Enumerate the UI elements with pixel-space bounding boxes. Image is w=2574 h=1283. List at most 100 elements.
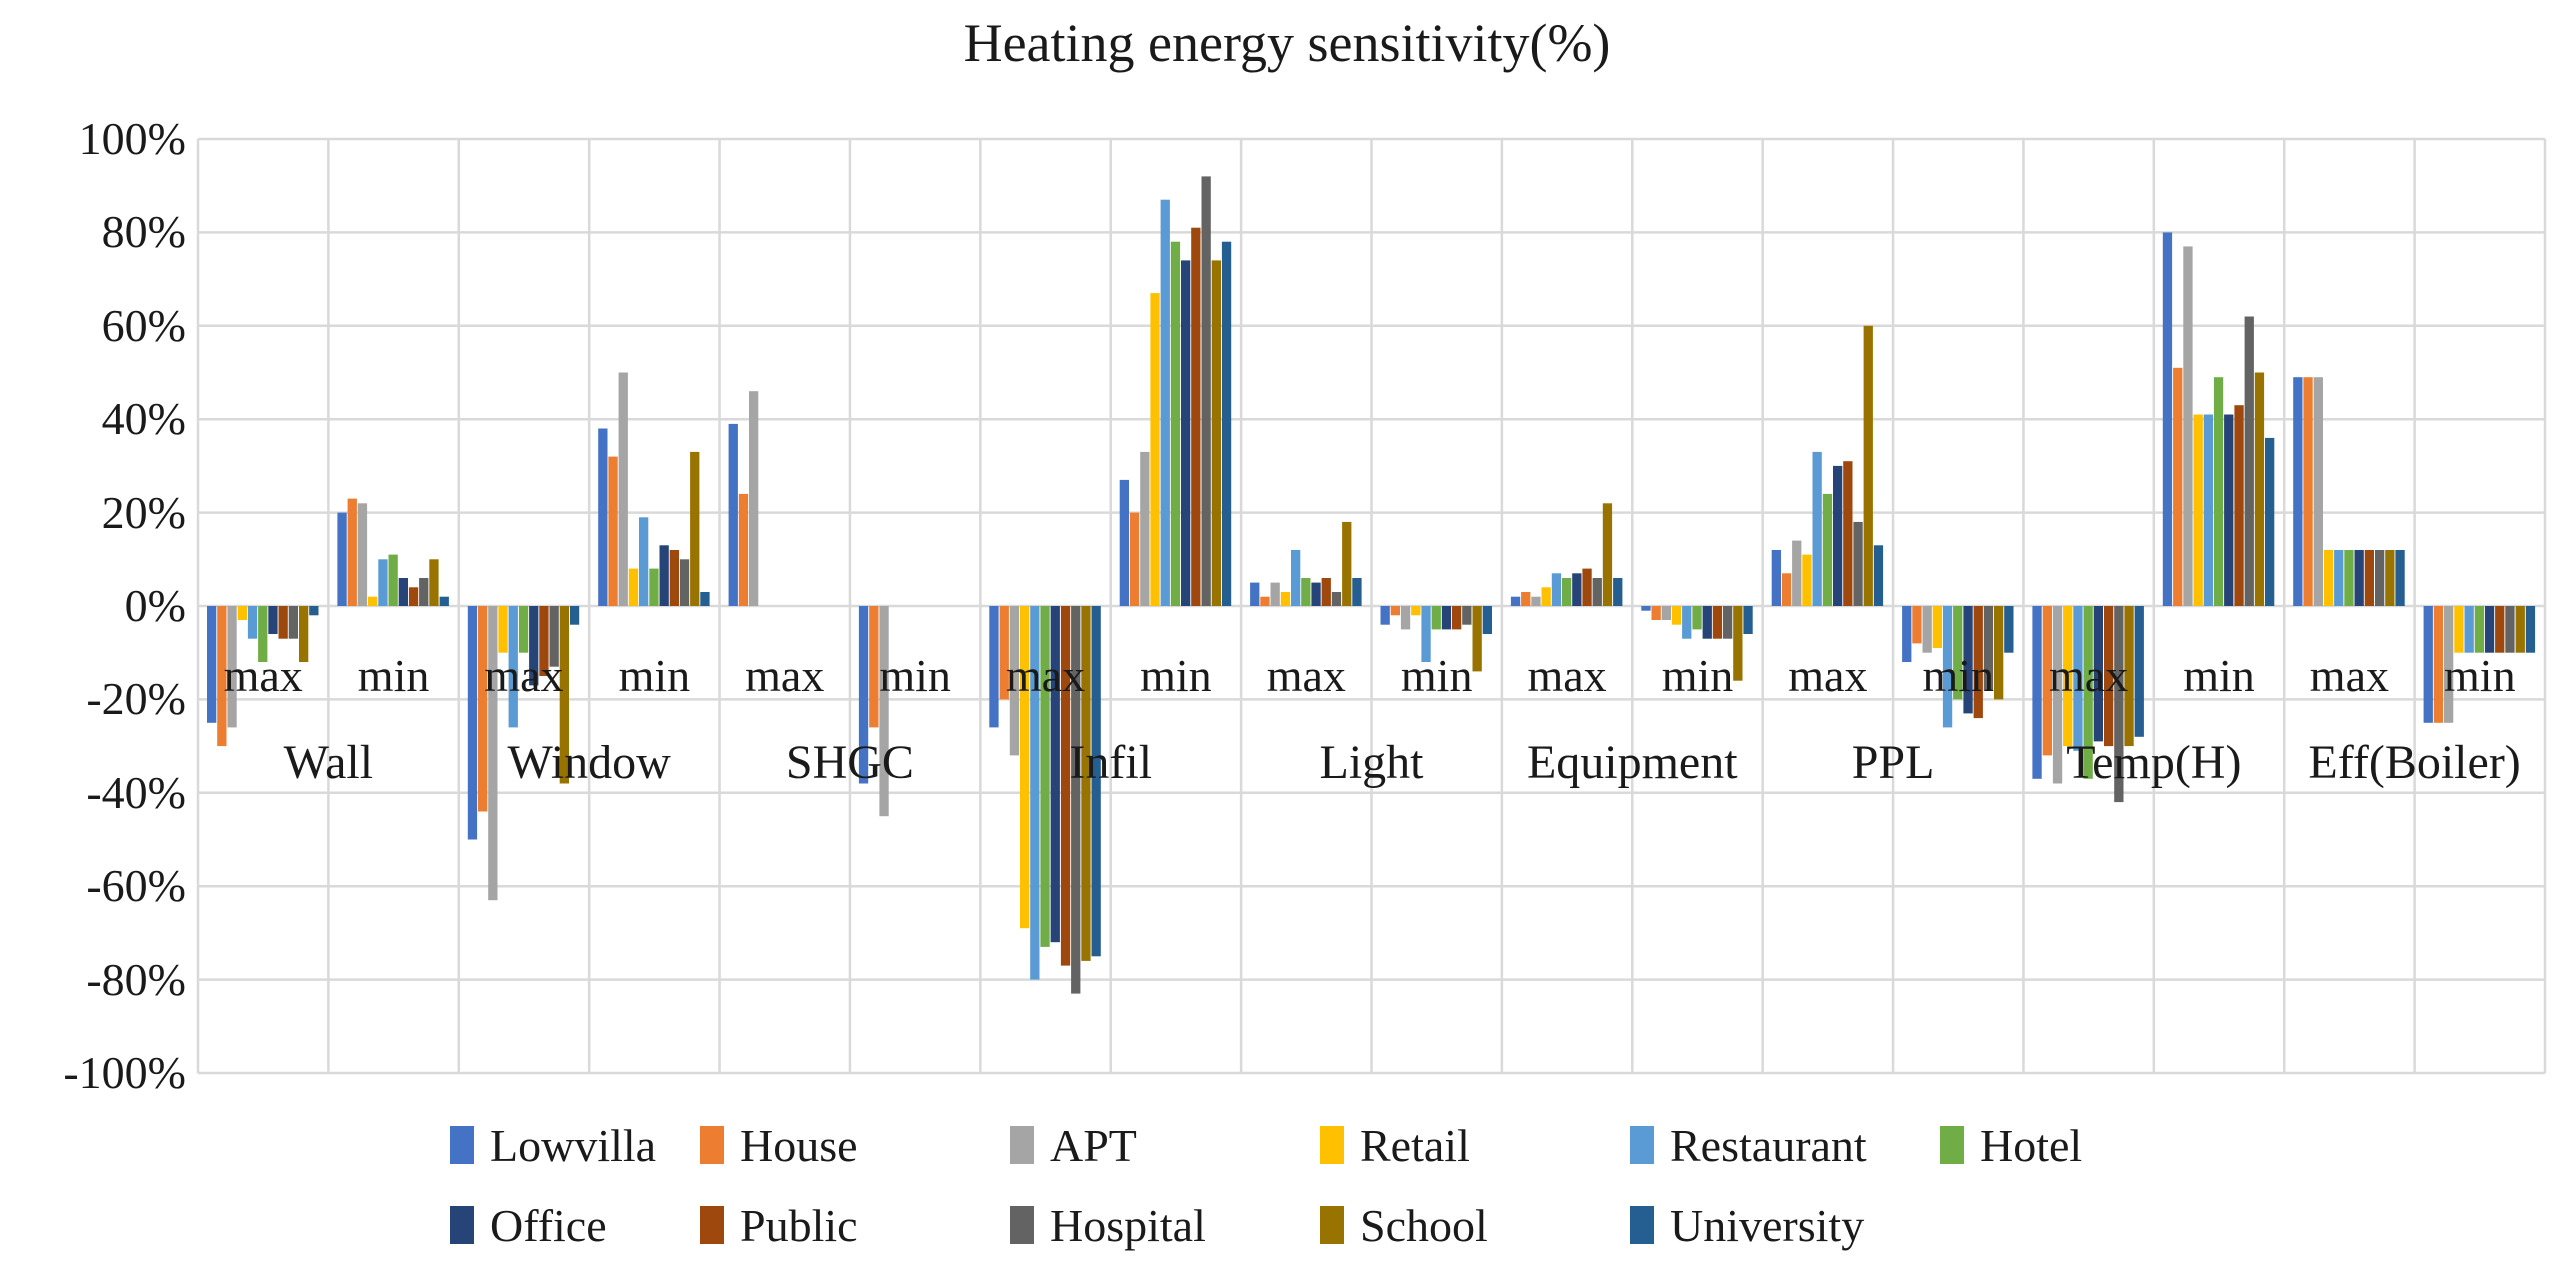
bar-House-Light-min — [1390, 606, 1400, 616]
bar-Hospital-Equipment-min — [1723, 606, 1733, 639]
bar-Lowvilla-Light-min — [1380, 606, 1390, 625]
category-sub-label: min — [357, 650, 430, 701]
bar-University-PPL-max — [1873, 545, 1884, 606]
bar-Restaurant-Infil-max — [1030, 606, 1040, 980]
legend-label: Public — [740, 1200, 858, 1251]
bar-Retail-Wall-max — [237, 606, 247, 620]
y-axis-tick: -80% — [86, 953, 186, 1005]
bar-Restaurant-Wall-max — [247, 606, 258, 639]
bar-Lowvilla-Infil-min — [1119, 479, 1129, 606]
bar-Hotel-Infil-min — [1170, 241, 1181, 606]
bar-Hotel-PPL-min — [1953, 606, 1963, 700]
category-group-label-Window: Window — [507, 736, 671, 789]
bar-Hospital-Equipment-max — [1592, 578, 1602, 606]
bar-Lowvilla-Wall-max — [207, 606, 217, 723]
bar-Office-Light-min — [1441, 606, 1452, 630]
legend-label: APT — [1050, 1120, 1137, 1171]
bar-University-Wall-min — [439, 596, 449, 606]
bar-Office-Eff(Boiler)-min — [2484, 606, 2495, 653]
bar-Hotel-Equipment-min — [1692, 606, 1702, 630]
bar-House-SHGC-max — [738, 493, 749, 606]
bar-Hotel-Temp(H)-min — [2213, 377, 2224, 606]
legend-marker-Public — [700, 1206, 724, 1244]
bar-Restaurant-Infil-min — [1160, 199, 1170, 606]
bar-Hospital-Eff(Boiler)-max — [2375, 550, 2385, 606]
bar-Hotel-Eff(Boiler)-max — [2344, 550, 2354, 606]
bar-Restaurant-Equipment-min — [1682, 606, 1692, 639]
bar-Restaurant-Light-min — [1421, 606, 1431, 662]
bar-APT-SHGC-max — [749, 391, 759, 606]
bar-University-Infil-min — [1221, 241, 1232, 606]
bar-Retail-Window-min — [628, 568, 639, 606]
bar-School-PPL-min — [1994, 606, 2004, 700]
bar-Hotel-Wall-max — [258, 606, 268, 662]
bar-School-Wall-min — [429, 559, 439, 606]
legend-label: Hotel — [1980, 1120, 2083, 1171]
bar-Hotel-PPL-max — [1822, 493, 1833, 606]
category-group-label-Infil: Infil — [1069, 736, 1153, 789]
bar-House-Temp(H)-max — [2042, 606, 2052, 756]
bar-Lowvilla-Infil-max — [989, 606, 999, 728]
bar-School-Window-min — [690, 451, 700, 606]
legend-marker-APT — [1010, 1126, 1034, 1164]
y-axis-tick: -100% — [63, 1047, 186, 1098]
bar-School-Equipment-min — [1733, 606, 1743, 681]
bar-Public-Temp(H)-min — [2234, 405, 2244, 606]
bar-University-Light-max — [1352, 578, 1362, 606]
legend-marker-University — [1630, 1206, 1654, 1244]
bar-Public-Light-min — [1452, 606, 1462, 630]
bar-Public-PPL-max — [1843, 461, 1853, 606]
bar-House-Equipment-min — [1651, 606, 1661, 620]
legend-marker-School — [1320, 1206, 1344, 1244]
bar-Office-PPL-max — [1833, 465, 1843, 606]
bar-APT-Equipment-min — [1661, 606, 1671, 620]
bar-Hotel-Light-max — [1301, 578, 1311, 606]
bar-Retail-Equipment-min — [1671, 606, 1682, 625]
bar-Office-Window-min — [659, 545, 669, 606]
bar-Retail-Eff(Boiler)-min — [2454, 606, 2464, 653]
bar-University-Window-max — [569, 606, 580, 625]
bar-APT-Window-max — [488, 606, 498, 901]
bar-University-Eff(Boiler)-min — [2525, 606, 2536, 653]
bar-Hotel-Equipment-max — [1562, 578, 1572, 606]
bar-House-Wall-max — [217, 606, 227, 747]
legend-label: Hospital — [1050, 1200, 1206, 1251]
bar-Hospital-Light-min — [1462, 606, 1472, 625]
legend-marker-Restaurant — [1630, 1126, 1654, 1164]
bar-Hospital-Wall-max — [288, 606, 298, 639]
bar-Hospital-Temp(H)-max — [2114, 606, 2124, 803]
bar-House-Wall-min — [347, 498, 357, 606]
bar-APT-Eff(Boiler)-min — [2444, 606, 2454, 723]
gridlines — [196, 137, 2547, 1075]
bar-APT-SHGC-min — [879, 606, 889, 817]
y-axis-tick: 60% — [101, 299, 186, 351]
bar-Retail-Equipment-max — [1541, 587, 1551, 606]
bar-Lowvilla-Equipment-min — [1641, 606, 1651, 611]
category-group-label-Equipment: Equipment — [1526, 736, 1738, 789]
category-group-label-SHGC: SHGC — [785, 736, 914, 789]
bar-Restaurant-Equipment-max — [1551, 573, 1562, 606]
bar-Lowvilla-Window-min — [598, 428, 608, 606]
bar-University-Temp(H)-min — [2265, 437, 2275, 606]
bar-School-Temp(H)-min — [2254, 372, 2265, 606]
bar-APT-Equipment-max — [1531, 596, 1541, 606]
bar-House-Temp(H)-min — [2173, 367, 2183, 606]
bar-Public-Infil-min — [1191, 227, 1201, 606]
bar-Hospital-Wall-min — [419, 578, 429, 606]
bar-Restaurant-PPL-max — [1812, 451, 1822, 606]
legend-marker-Office — [450, 1206, 474, 1244]
legend-label: House — [740, 1120, 858, 1171]
bar-APT-Infil-max — [1009, 606, 1020, 756]
y-axis-tick: 100% — [78, 113, 186, 164]
bar-University-Temp(H)-max — [2134, 606, 2144, 737]
category-sub-label: max — [2309, 650, 2389, 701]
bar-Retail-PPL-min — [1932, 606, 1942, 648]
legend-label: School — [1360, 1200, 1488, 1251]
y-axis-tick: -60% — [86, 860, 186, 912]
bar-APT-Infil-min — [1140, 451, 1150, 606]
bar-Restaurant-Temp(H)-min — [2203, 414, 2213, 606]
bar-Public-PPL-min — [1973, 606, 1983, 719]
bar-Hospital-Eff(Boiler)-min — [2505, 606, 2515, 653]
bar-House-Infil-min — [1129, 512, 1140, 606]
bar-Retail-Infil-max — [1020, 606, 1030, 929]
